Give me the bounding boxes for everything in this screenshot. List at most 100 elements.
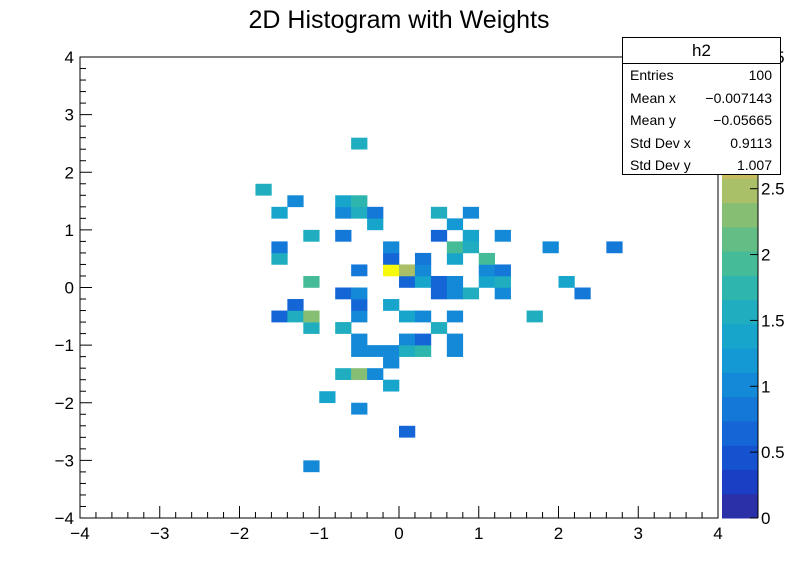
stats-label: Mean y: [630, 112, 676, 128]
stats-label: Entries: [630, 67, 674, 83]
histogram-bin: [271, 241, 288, 254]
histogram-bin: [558, 275, 575, 288]
histogram-bin: [494, 275, 511, 288]
palette-swatch: [722, 202, 758, 228]
histogram-bin: [399, 264, 416, 277]
histogram-bin: [383, 356, 400, 369]
histogram-bin: [446, 345, 464, 357]
histogram-bin: [399, 275, 416, 288]
histogram-bin: [351, 333, 368, 346]
histogram-bin: [446, 333, 464, 346]
z-tick-label: 2.5: [761, 180, 785, 199]
histogram-bin: [430, 229, 448, 242]
z-tick-label: 0: [761, 509, 770, 528]
histogram-bin: [271, 252, 288, 265]
histogram-bin: [414, 345, 432, 357]
histogram-bin: [351, 195, 368, 208]
x-tick-label: 4: [713, 524, 722, 543]
stats-row: Std Dev y 1.007: [623, 154, 780, 177]
palette-swatch: [722, 275, 758, 301]
histogram-bin: [526, 310, 543, 323]
stats-row: Mean x −0.007143: [623, 87, 780, 110]
histogram-bin: [287, 195, 304, 208]
x-tick-label: 2: [554, 524, 563, 543]
y-tick-label: 2: [65, 163, 74, 182]
histogram-bin: [414, 264, 432, 277]
palette-swatch: [722, 348, 758, 373]
histogram-bin: [446, 310, 464, 323]
histogram-bin: [414, 333, 432, 346]
y-tick-label: 4: [65, 48, 74, 67]
histogram-bin: [335, 368, 352, 380]
palette-swatch: [722, 396, 758, 422]
histogram-bin: [335, 206, 352, 219]
histogram-bin: [494, 229, 511, 242]
stats-row: Mean y −0.05665: [623, 109, 780, 132]
histogram-bin: [351, 206, 368, 219]
histogram-bin: [383, 264, 400, 277]
histogram-bin: [335, 322, 352, 334]
stats-label: Std Dev y: [630, 157, 691, 173]
y-tick-label: −4: [55, 509, 74, 528]
histogram-bin: [303, 275, 320, 288]
histogram-bin: [446, 241, 464, 254]
stats-value: −0.007143: [705, 89, 772, 106]
histogram-bin: [271, 206, 288, 219]
y-tick-label: −3: [55, 451, 74, 470]
histogram-bin: [255, 183, 272, 196]
histogram-bin: [351, 287, 368, 300]
histogram-bin: [303, 322, 320, 334]
stats-box: h2 Entries 100 Mean x −0.007143 Mean y −0.056…: [622, 37, 781, 175]
y-tick-label: −1: [55, 336, 74, 355]
histogram-bin: [335, 287, 352, 300]
x-tick-label: −2: [230, 524, 249, 543]
stats-row: Std Dev x 0.9113: [623, 132, 780, 155]
histogram-bin: [478, 264, 495, 277]
y-tick-label: 1: [65, 221, 74, 240]
histogram-bin: [478, 275, 495, 288]
histogram-bin: [399, 425, 416, 438]
histogram-bin: [303, 229, 320, 242]
x-tick-label: −3: [150, 524, 169, 543]
stats-value: −0.05665: [713, 112, 772, 128]
histogram-bin: [494, 287, 511, 300]
histogram-bin: [430, 275, 448, 288]
histogram-bin: [271, 310, 288, 323]
histogram-bin: [414, 275, 432, 288]
stats-value: 0.9113: [730, 134, 772, 151]
palette-swatch: [722, 469, 758, 495]
histogram-bin: [367, 206, 384, 219]
histogram-bin: [351, 137, 368, 150]
y-tick-label: 0: [65, 279, 74, 298]
histogram-bin: [383, 345, 400, 357]
histogram-bin: [351, 264, 368, 277]
histogram-bin: [335, 195, 352, 208]
palette-swatch: [722, 226, 758, 252]
axes: −4 −3 −2 −1 0 1 2 3 4 −4 −3 −2 −1 0 1 2 3 4: [55, 48, 723, 543]
histogram-bin: [351, 310, 368, 323]
palette-swatch: [722, 251, 758, 276]
z-tick-label: 1.5: [761, 311, 785, 330]
histogram-bin: [430, 206, 448, 219]
histogram-bin: [446, 287, 464, 300]
histogram-bin: [383, 241, 400, 254]
histogram-bin: [446, 252, 464, 265]
histogram-bin: [462, 206, 480, 219]
palette-swatch: [722, 445, 758, 470]
histogram-bin: [399, 333, 416, 346]
histogram-bin: [367, 218, 384, 231]
histogram-bin: [303, 310, 320, 323]
histogram-bin: [478, 252, 495, 265]
x-tick-label: 1: [474, 524, 483, 543]
histogram-bin: [542, 241, 559, 254]
histogram-bin: [303, 460, 320, 473]
histogram-bin: [462, 287, 480, 300]
histogram-bin: [462, 229, 480, 242]
palette-swatch: [722, 372, 758, 398]
z-tick-label: 1: [761, 377, 770, 396]
histogram-bin: [430, 322, 448, 334]
histogram-bin: [399, 310, 416, 323]
histogram-bin: [319, 391, 336, 404]
chart-title: 2D Histogram with Weights: [248, 6, 549, 34]
stats-label: Mean x: [630, 89, 676, 106]
